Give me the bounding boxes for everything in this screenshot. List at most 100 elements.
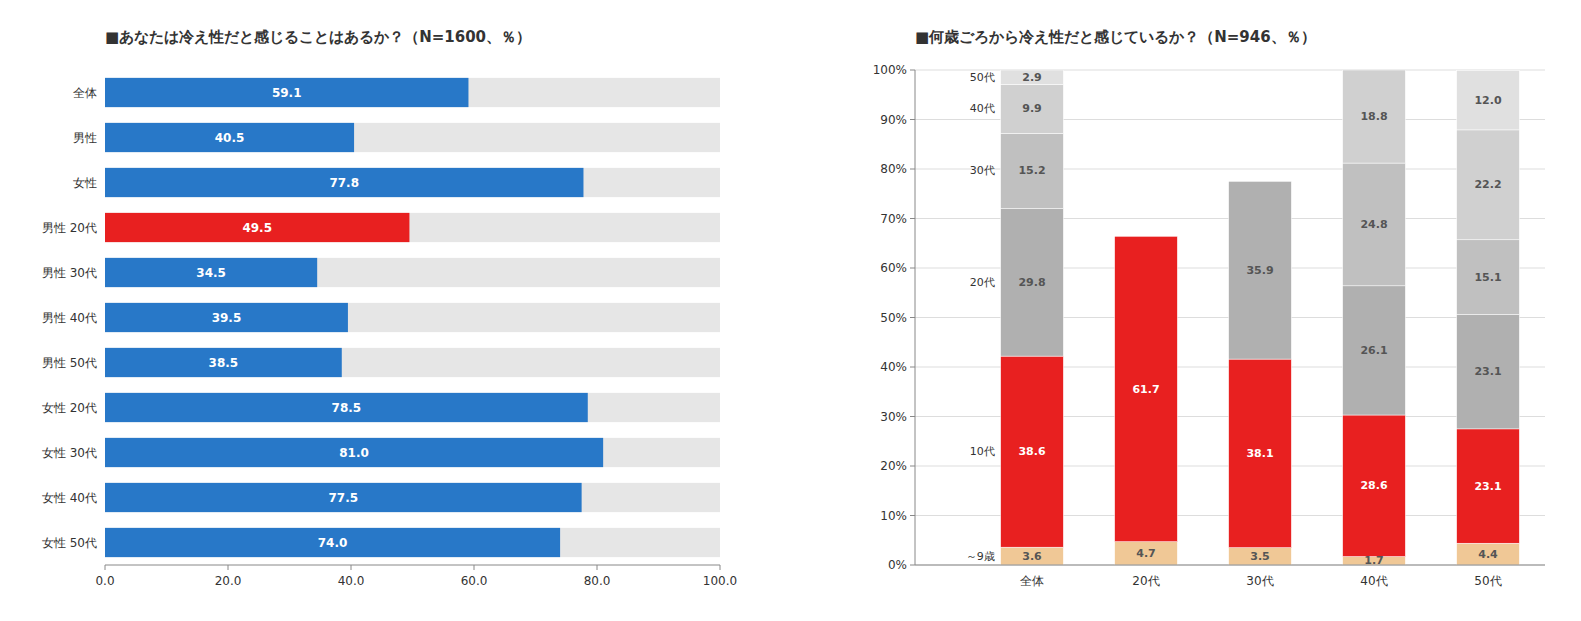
category-label: 男性 20代	[42, 221, 97, 235]
data-label: 23.1	[1474, 365, 1501, 378]
tick-label: 50%	[880, 311, 907, 325]
tick-label: 40.0	[338, 574, 365, 588]
bar-segment	[1457, 240, 1520, 315]
bar-segment	[1115, 236, 1178, 237]
tick-label: 20.0	[215, 574, 242, 588]
bar-segment	[1343, 70, 1406, 163]
tick-label: 0.0	[95, 574, 114, 588]
bar-track	[105, 303, 720, 332]
bar-segment	[1229, 548, 1292, 565]
bar-segment	[1115, 542, 1178, 565]
bar	[105, 78, 468, 107]
data-label: 15.2	[1018, 164, 1045, 177]
tick-mark	[910, 268, 915, 269]
bar-track	[105, 438, 720, 467]
tick-label: 70%	[880, 212, 907, 226]
bar-segment	[1457, 130, 1520, 240]
tick-mark	[720, 565, 721, 570]
bar-segment	[1001, 84, 1064, 133]
tick-label: 60.0	[461, 574, 488, 588]
category-label: 女性 20代	[42, 401, 97, 415]
data-label: 35.9	[1246, 264, 1273, 277]
data-label: 12.0	[1474, 94, 1501, 107]
data-label: 28.6	[1360, 479, 1387, 492]
bar-segment	[1001, 356, 1064, 547]
bar-segment	[1229, 181, 1292, 182]
data-label: 3.6	[1022, 550, 1042, 563]
bar	[105, 483, 582, 512]
bar-segment	[1001, 133, 1064, 208]
chart-title: ■あなたは冷え性だと感じることはあるか？（N=1600、％）	[105, 28, 531, 46]
data-label: 40.5	[215, 131, 245, 145]
tick-label: 100%	[873, 63, 907, 77]
bar-segment	[1229, 181, 1292, 182]
category-label: 女性 50代	[42, 536, 97, 550]
bar-segment	[1115, 236, 1178, 541]
tick-mark	[910, 416, 915, 417]
data-label: 15.1	[1474, 271, 1501, 284]
plot-area	[1001, 70, 1520, 565]
data-label: 23.1	[1474, 480, 1501, 493]
data-label: 2.9	[1022, 71, 1042, 84]
tick-mark	[910, 119, 915, 120]
category-label: 20代	[1132, 574, 1159, 588]
tick-label: 30%	[880, 410, 907, 424]
data-label: 59.1	[272, 86, 302, 100]
data-label: 18.8	[1360, 110, 1387, 123]
x-axis-line	[105, 565, 720, 566]
bar-segment	[1343, 163, 1406, 286]
category-label: 女性 40代	[42, 491, 97, 505]
data-label: 34.5	[196, 266, 226, 280]
tick-label: 80.0	[584, 574, 611, 588]
data-label: 29.8	[1018, 276, 1045, 289]
series-label: 50代	[970, 71, 995, 84]
data-label: 22.2	[1474, 178, 1501, 191]
data-label: 74.0	[318, 536, 348, 550]
bar-track	[105, 348, 720, 377]
bar-track	[105, 78, 720, 107]
bar-track	[105, 213, 720, 242]
series-label: 40代	[970, 102, 995, 115]
bar-segment	[1343, 286, 1406, 415]
grid-line	[915, 565, 1545, 566]
tick-label: 40%	[880, 360, 907, 374]
category-label: 全体	[73, 86, 97, 100]
bar-track	[105, 168, 720, 197]
data-labels: 3.64.73.51.74.438.661.738.128.623.129.83…	[1018, 71, 1501, 568]
tick-mark	[910, 317, 915, 318]
data-label: 38.1	[1246, 447, 1273, 460]
data-label: 3.5	[1250, 550, 1270, 563]
tick-mark	[910, 218, 915, 219]
tick-label: 80%	[880, 162, 907, 176]
figure: ■あなたは冷え性だと感じることはあるか？（N=1600、％）59.140.577…	[0, 0, 1581, 621]
bar-segment	[1115, 236, 1178, 237]
data-labels: 59.140.577.849.534.539.538.578.581.077.5…	[196, 86, 369, 550]
data-label: 38.5	[209, 356, 239, 370]
bar-track	[105, 528, 720, 557]
tick-mark	[910, 70, 915, 71]
tick-mark	[474, 565, 475, 570]
bar-segment	[1457, 429, 1520, 543]
data-label: 24.8	[1360, 218, 1387, 231]
category-label: 40代	[1360, 574, 1387, 588]
bar-track	[105, 393, 720, 422]
category-label: 男性	[73, 131, 97, 145]
bar	[105, 438, 603, 467]
bar-segment	[1229, 359, 1292, 548]
bar-segment	[1457, 70, 1520, 129]
bar-segment	[1001, 209, 1064, 357]
data-label: 4.4	[1478, 548, 1498, 561]
tick-mark	[597, 565, 598, 570]
tick-label: 90%	[880, 113, 907, 127]
category-label: 30代	[1246, 574, 1273, 588]
series-label: 30代	[970, 164, 995, 177]
bar-track	[105, 258, 720, 287]
tick-mark	[910, 515, 915, 516]
bar-segment	[1457, 315, 1520, 429]
bar-track	[105, 123, 720, 152]
bar-segment	[1457, 543, 1520, 565]
bar	[105, 393, 588, 422]
data-label: 9.9	[1022, 102, 1042, 115]
tick-label: 60%	[880, 261, 907, 275]
data-label: 39.5	[212, 311, 242, 325]
